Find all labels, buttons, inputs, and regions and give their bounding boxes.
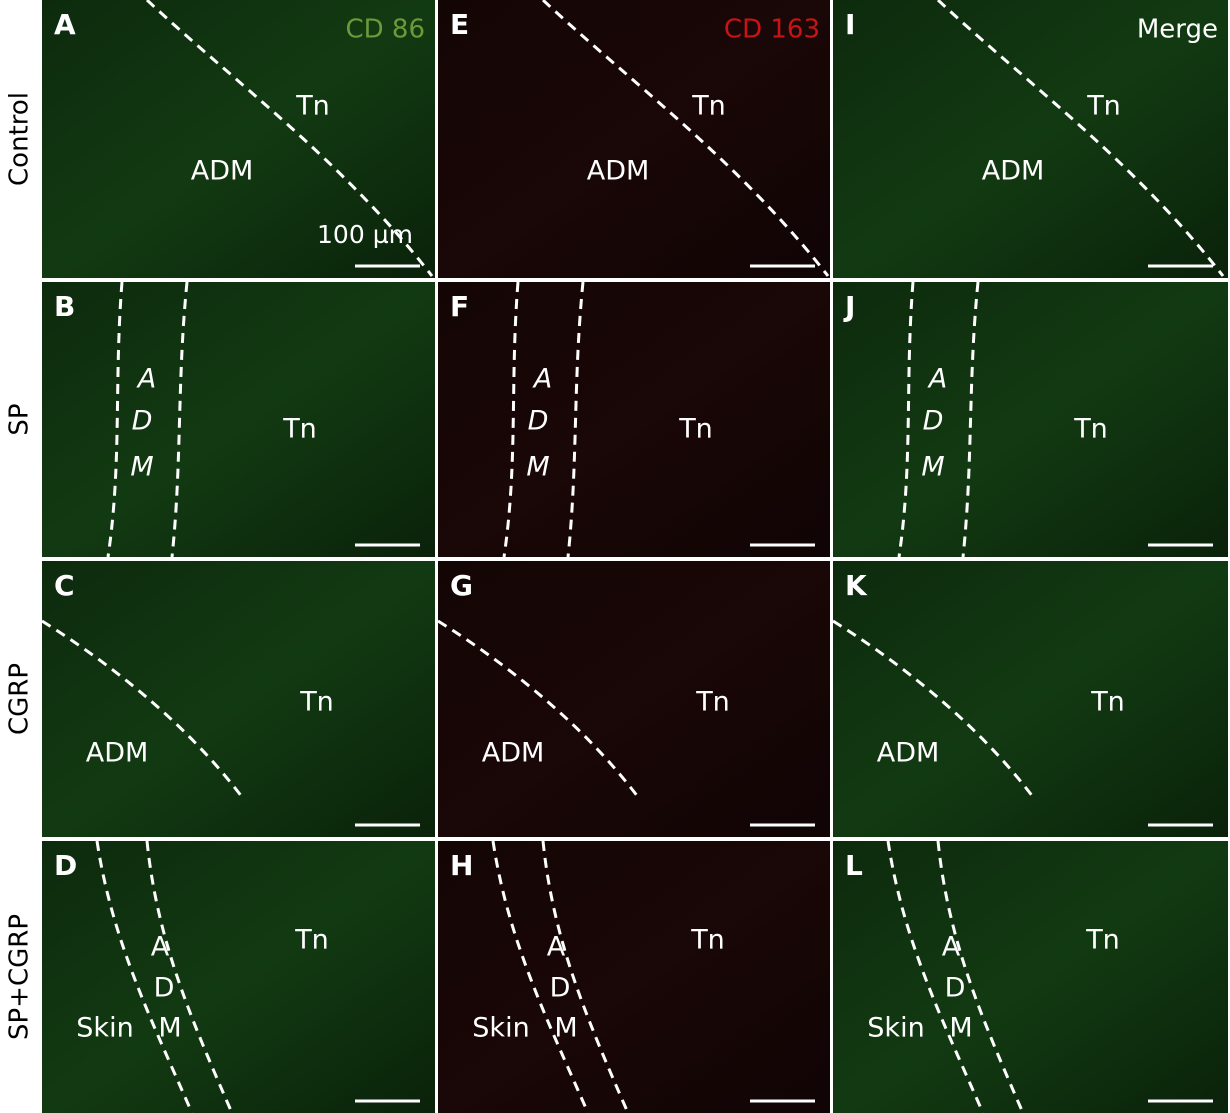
- region-label: Tn: [678, 414, 713, 445]
- channel-label: Merge: [1137, 15, 1218, 45]
- region-label: M: [949, 1013, 972, 1044]
- region-label: Skin: [76, 1013, 133, 1044]
- panel: C Tn ADM: [42, 561, 435, 837]
- panel-letter: C: [54, 569, 75, 602]
- region-label: ADM: [191, 156, 254, 187]
- region-label: D: [550, 973, 571, 1004]
- region-label: A: [532, 364, 552, 395]
- panel: H Tn ADM Skin: [438, 841, 830, 1113]
- panel-letter: H: [450, 849, 473, 882]
- region-label: Tn: [1073, 414, 1108, 445]
- panel-letter: D: [54, 849, 77, 882]
- panel-image: [833, 561, 1228, 837]
- row-label: Control: [5, 92, 35, 186]
- panel-letter: L: [845, 849, 863, 882]
- region-label: M: [158, 1013, 181, 1044]
- panel: B ADM Tn: [42, 282, 435, 557]
- panel-letter: B: [54, 290, 75, 323]
- region-label: D: [923, 406, 944, 437]
- panel: A Tn ADM CD 86 100 µm: [42, 0, 435, 278]
- region-label: M: [921, 452, 944, 483]
- region-label: Tn: [299, 687, 334, 718]
- panel-image: [833, 282, 1228, 557]
- region-label: Tn: [282, 414, 317, 445]
- region-label: ADM: [587, 156, 650, 187]
- region-label: A: [136, 364, 156, 395]
- region-label: ADM: [982, 156, 1045, 187]
- row-label: SP+CGRP: [5, 914, 35, 1040]
- region-label: ADM: [482, 738, 545, 769]
- panel: F ADM Tn: [438, 282, 830, 557]
- panel: G Tn ADM: [438, 561, 830, 837]
- panel-letter: G: [450, 569, 473, 602]
- panel-image: [438, 561, 830, 837]
- panel-letter: J: [843, 290, 855, 323]
- panel: K Tn ADM: [833, 561, 1228, 837]
- panel-image: [42, 561, 435, 837]
- region-label: Tn: [1090, 687, 1125, 718]
- panel-letter: A: [54, 8, 76, 41]
- channel-label: CD 86: [345, 15, 425, 45]
- region-label: M: [554, 1013, 577, 1044]
- region-label: M: [526, 452, 549, 483]
- region-label: D: [528, 406, 549, 437]
- region-label: Tn: [691, 91, 726, 122]
- panel-image: [438, 282, 830, 557]
- region-label: Tn: [1086, 91, 1121, 122]
- panel-image: [42, 841, 435, 1113]
- region-label: Tn: [690, 925, 725, 956]
- panel-image: [42, 282, 435, 557]
- region-label: Tn: [695, 687, 730, 718]
- region-label: A: [547, 932, 566, 963]
- row-label: SP: [5, 403, 35, 435]
- panel: J ADM Tn: [833, 282, 1228, 557]
- panel-letter: I: [845, 8, 855, 41]
- panel-image: [833, 841, 1228, 1113]
- region-label: D: [132, 406, 153, 437]
- region-label: Skin: [472, 1013, 529, 1044]
- panel-letter: K: [845, 569, 868, 602]
- channel-label: CD 163: [724, 15, 820, 45]
- region-label: A: [151, 932, 170, 963]
- region-label: ADM: [877, 738, 940, 769]
- region-label: M: [130, 452, 153, 483]
- region-label: A: [927, 364, 947, 395]
- region-label: D: [154, 973, 175, 1004]
- region-label: A: [942, 932, 961, 963]
- scale-bar-label: 100 µm: [317, 220, 413, 249]
- figure: ControlATnADMCD 86100 µmETnADMCD 163ITnA…: [0, 0, 1230, 1113]
- row-label: CGRP: [5, 663, 35, 735]
- panel: I Tn ADM Merge: [833, 0, 1228, 278]
- panel-letter: E: [450, 8, 469, 41]
- region-label: Tn: [294, 925, 329, 956]
- region-label: D: [945, 973, 966, 1004]
- region-label: Tn: [1085, 925, 1120, 956]
- region-label: Skin: [867, 1013, 924, 1044]
- region-label: ADM: [86, 738, 149, 769]
- panel: L Tn ADM Skin: [833, 841, 1228, 1113]
- panel: E Tn ADM CD 163: [438, 0, 830, 278]
- panel-image: [438, 841, 830, 1113]
- panel-letter: F: [450, 290, 469, 323]
- region-label: Tn: [295, 91, 330, 122]
